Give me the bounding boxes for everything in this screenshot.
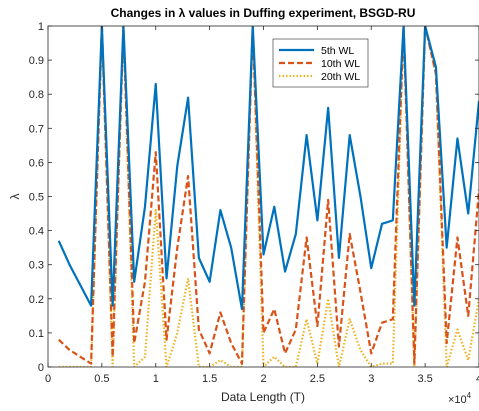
y-tick-label: 0.2 <box>29 294 44 306</box>
tick-layer: 0 0.5 1 1.5 2 2.5 3 3.5 4 0 0.1 0.2 0.3 0.4 0.5 0.6 0.7 0… <box>29 21 479 385</box>
x-axis-exponent: ×104 <box>448 391 472 406</box>
y-tick-label: 0.3 <box>29 260 44 272</box>
y-tick-label: 0.9 <box>29 55 44 67</box>
x-tick-label: 1.5 <box>202 373 217 385</box>
x-tick-label: 3.5 <box>417 373 432 385</box>
x-tick-label: 0 <box>45 373 51 385</box>
y-tick-label: 0.5 <box>29 192 44 204</box>
x-tick-label: 2 <box>260 373 266 385</box>
plot-frame <box>47 25 479 368</box>
x-tick-label: 1 <box>153 373 159 385</box>
series-line-5th-wl <box>57 26 479 311</box>
x-tick-label: 2.5 <box>310 373 325 385</box>
x-tick-label: 4 <box>476 373 479 385</box>
y-tick-label: 0.7 <box>29 123 44 135</box>
legend: 5th WL 10th WL 20th WL <box>272 38 369 88</box>
x-axis-exponent-power: 4 <box>467 391 472 400</box>
legend-label-10th-wl: 10th WL <box>321 58 360 70</box>
y-tick-label: 0 <box>38 362 44 374</box>
legend-label-5th-wl: 5th WL <box>321 45 354 57</box>
x-tick-label: 0.5 <box>94 373 109 385</box>
x-axis-label: Data Length (T) <box>221 390 305 404</box>
y-tick-label: 0.6 <box>29 157 44 169</box>
y-tick-label: 0.8 <box>29 89 44 101</box>
y-tick-label: 0.4 <box>29 226 44 238</box>
x-axis-exponent-base: ×10 <box>448 394 467 406</box>
y-tick-label: 0.1 <box>29 328 44 340</box>
series-line-10th-wl <box>58 26 479 365</box>
y-tick-label: 1 <box>38 21 44 33</box>
x-tick-label: 3 <box>368 373 374 385</box>
legend-label-20th-wl: 20th WL <box>321 71 360 83</box>
chart-title: Changes in λ values in Duffing experimen… <box>111 6 416 20</box>
y-axis-label: λ <box>8 194 22 200</box>
series-layer <box>57 26 479 367</box>
